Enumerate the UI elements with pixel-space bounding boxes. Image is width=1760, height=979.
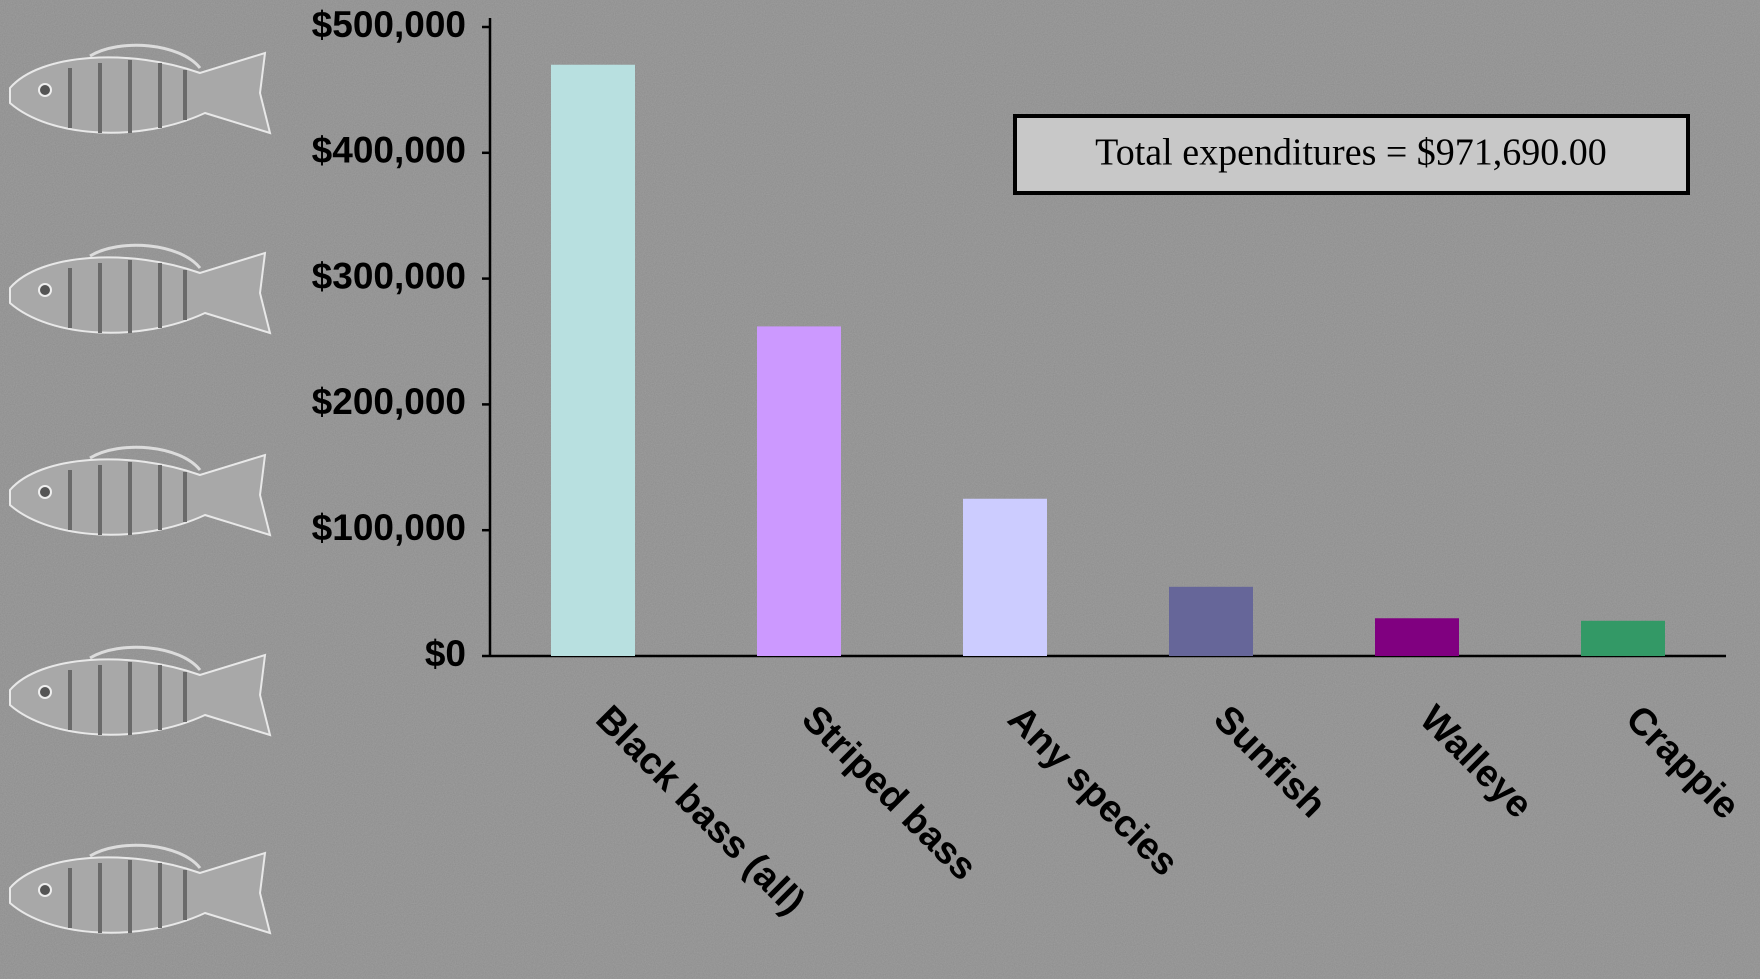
y-tick-label: $200,000 <box>312 381 466 422</box>
y-tick-label: $300,000 <box>312 255 466 296</box>
y-tick-label: $100,000 <box>312 507 466 548</box>
bar <box>963 498 1047 656</box>
bar <box>1375 618 1459 656</box>
bar <box>1169 586 1253 656</box>
bar <box>757 326 841 656</box>
y-tick-label: $500,000 <box>312 4 466 45</box>
y-tick-label: $0 <box>425 633 466 674</box>
bar <box>551 64 635 657</box>
annotation: Total expenditures = $971,690.00 <box>1095 132 1607 174</box>
annotation-box <box>1013 114 1690 195</box>
y-tick-label: $400,000 <box>312 130 466 171</box>
bar <box>1581 620 1665 656</box>
